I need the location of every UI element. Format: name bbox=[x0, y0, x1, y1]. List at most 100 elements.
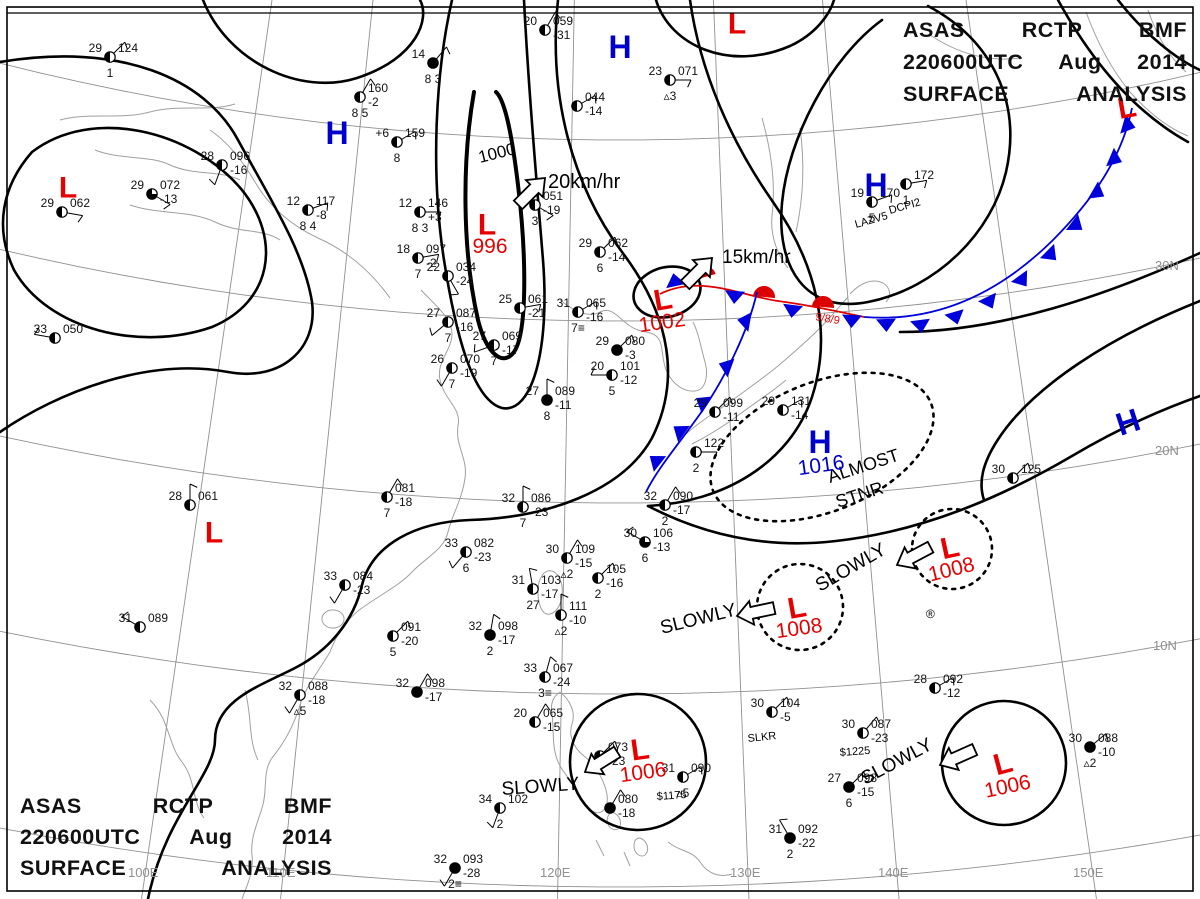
station-plot: 30 087-23 bbox=[842, 716, 891, 745]
station-temperature: 32 bbox=[279, 679, 293, 693]
station-pressure: 065 bbox=[586, 296, 606, 310]
wind-barb-tick bbox=[675, 486, 681, 494]
station-weather-code: 3≡ bbox=[538, 686, 552, 700]
station-plot: 27 069-17 7 bbox=[473, 329, 523, 368]
station-plot: 30 088-10▵2 bbox=[1069, 731, 1119, 770]
station-weather-code: 1 bbox=[903, 193, 910, 207]
station-dewpoint: -21 bbox=[528, 306, 546, 320]
title-line: SURFACE ANALYSIS bbox=[20, 856, 332, 880]
wind-barb-tick bbox=[437, 211, 442, 220]
station-pressure: 090 bbox=[673, 489, 693, 503]
station-pressure: 124 bbox=[118, 41, 138, 55]
station-dewpoint: -31 bbox=[553, 28, 571, 42]
wind-barb-tick bbox=[124, 41, 129, 50]
station-pressure: 105 bbox=[606, 562, 626, 576]
station-weather-code: 7 bbox=[415, 267, 422, 281]
wind-barb-tick bbox=[448, 560, 453, 569]
map-title-bottom-left: ASAS RCTP BMF 220600UTC Aug 2014 SURFACE… bbox=[20, 791, 332, 884]
station-pressure: 070 bbox=[460, 352, 480, 366]
station-plot: 20 065-15 bbox=[514, 703, 563, 734]
station-temperature: 23 bbox=[649, 64, 663, 78]
pressure-letter: H bbox=[608, 29, 631, 65]
cold-front-triangle bbox=[718, 358, 735, 378]
station-weather-code: 7 bbox=[491, 354, 498, 368]
pressure-letter: H bbox=[1111, 401, 1144, 442]
station-plot: 34 102 2 bbox=[479, 792, 529, 831]
station-temperature: 28 bbox=[914, 672, 928, 686]
wind-barb-tick bbox=[33, 327, 40, 335]
cold-front-triangle bbox=[1106, 147, 1122, 167]
station-plot: 31 090▵5 bbox=[662, 761, 712, 800]
station-temperature: 33 bbox=[524, 661, 538, 675]
wind-barb-tick bbox=[626, 526, 634, 532]
station-pressure: 092 bbox=[798, 822, 818, 836]
pressure-value: 1006 bbox=[618, 758, 667, 787]
coastline bbox=[551, 691, 608, 814]
station-pressure: 082 bbox=[474, 536, 494, 550]
cloud-cover-icon bbox=[784, 832, 796, 844]
station-pressure: 059 bbox=[553, 14, 573, 28]
station-weather-code: 2 bbox=[595, 587, 602, 601]
wind-barb-tick bbox=[614, 236, 619, 245]
station-weather-code: 6 bbox=[597, 261, 604, 275]
station-temperature: 33 bbox=[324, 569, 338, 583]
station-temperature: 18 bbox=[397, 242, 411, 256]
longitude-label: 150E bbox=[1073, 865, 1104, 880]
cloud-cover-icon bbox=[541, 394, 553, 406]
station-weather-code: ▵2 bbox=[561, 567, 574, 581]
station-dewpoint: -2 bbox=[426, 256, 437, 270]
isobar bbox=[568, 692, 708, 832]
station-pressure: 081 bbox=[395, 481, 415, 495]
cold-front-triangle bbox=[1065, 214, 1083, 230]
cold-front-triangle bbox=[944, 309, 964, 325]
coastline bbox=[595, 839, 631, 867]
station-pressure: 172 bbox=[914, 168, 934, 182]
map-border bbox=[6, 6, 1194, 892]
annotation-text: ® bbox=[926, 607, 935, 621]
wind-barb-tick bbox=[436, 254, 440, 263]
pressure-value: 996 bbox=[472, 235, 507, 258]
wind-barb-tick bbox=[786, 696, 791, 705]
pressure-value: 1008 bbox=[774, 614, 823, 643]
station-plot: 23 071▵3 bbox=[649, 64, 699, 103]
high-pressure-center: H bbox=[1111, 401, 1144, 442]
latitude-line bbox=[0, 248, 1200, 322]
latitude-label: 10N bbox=[1153, 638, 1177, 653]
station-plot: 33 050 bbox=[33, 322, 83, 344]
cloud-cover-icon bbox=[843, 781, 855, 793]
station-dewpoint: -11 bbox=[723, 410, 740, 424]
station-plot: 30 125 bbox=[992, 462, 1041, 484]
station-pressure: 067 bbox=[553, 661, 573, 675]
station-temperature: 29 bbox=[596, 334, 610, 348]
warm-front-semicircle bbox=[812, 296, 834, 308]
title-line: ASAS RCTP BMF bbox=[20, 794, 332, 818]
station-weather-code: 1 bbox=[107, 66, 114, 80]
station-weather-code: 7 bbox=[520, 516, 527, 530]
annotation-text: SLKR bbox=[747, 730, 777, 745]
station-dewpoint: -13 bbox=[653, 540, 671, 554]
station-plot: 25 061-21 bbox=[499, 292, 549, 320]
station-dewpoint: -11 bbox=[555, 398, 572, 412]
annotation-text: $1175 bbox=[656, 789, 687, 803]
isobar bbox=[201, 0, 425, 85]
coastline-layer bbox=[59, 9, 1189, 899]
station-pressure: 103 bbox=[541, 573, 561, 587]
station-weather-code: 2≡ bbox=[448, 877, 462, 891]
cloud-cover-icon bbox=[411, 686, 423, 698]
map-frame bbox=[6, 6, 1194, 892]
station-pressure: 109 bbox=[575, 542, 595, 556]
coastline bbox=[94, 149, 241, 181]
station-dewpoint: -3 bbox=[625, 348, 636, 362]
isobar bbox=[434, 0, 546, 410]
wind-barb-tick bbox=[397, 478, 403, 486]
station-plot: 29 099-11 bbox=[694, 396, 744, 424]
station-dewpoint: -19 bbox=[460, 366, 478, 380]
station-temperature: 19 bbox=[851, 186, 865, 200]
station-pressure: 089 bbox=[148, 611, 168, 625]
isobar bbox=[940, 699, 1068, 827]
station-weather-code: 8 5 bbox=[352, 106, 369, 120]
station-pressure: 062 bbox=[70, 196, 90, 210]
